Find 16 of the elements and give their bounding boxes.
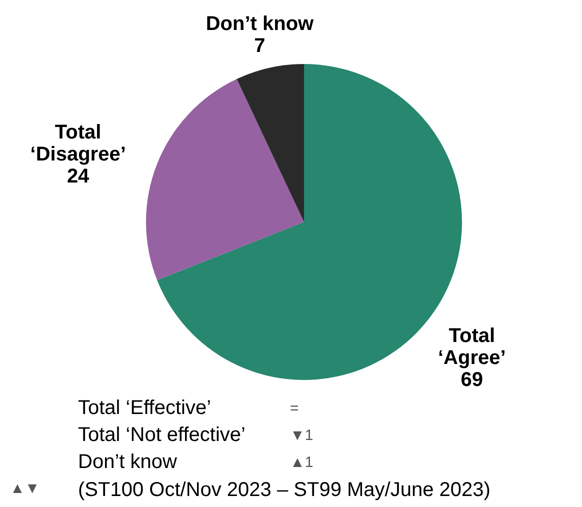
text: ▲▼ — [10, 480, 40, 497]
slice-label: Don’t know — [206, 12, 314, 35]
text: ▼1 — [290, 427, 314, 444]
data-label: 24 — [66, 166, 90, 188]
text: ▲1 — [290, 454, 314, 471]
text: = — [290, 400, 299, 417]
text: Total ‘Not effective’ — [78, 424, 246, 446]
data-label: 7 — [254, 34, 266, 57]
slice-label: Total ‘Agree’ — [438, 325, 506, 370]
pie-slice — [146, 79, 304, 280]
text: Total ‘Effective’ — [78, 397, 212, 419]
data-label: 69 — [460, 369, 484, 392]
slice-label: Total ‘Disagree’ — [30, 122, 126, 166]
text: (ST100 Oct/Nov 2023 – ST99 May/June 2023) — [78, 479, 490, 501]
text: Don’t know — [78, 451, 178, 473]
pie-slice — [236, 64, 304, 222]
